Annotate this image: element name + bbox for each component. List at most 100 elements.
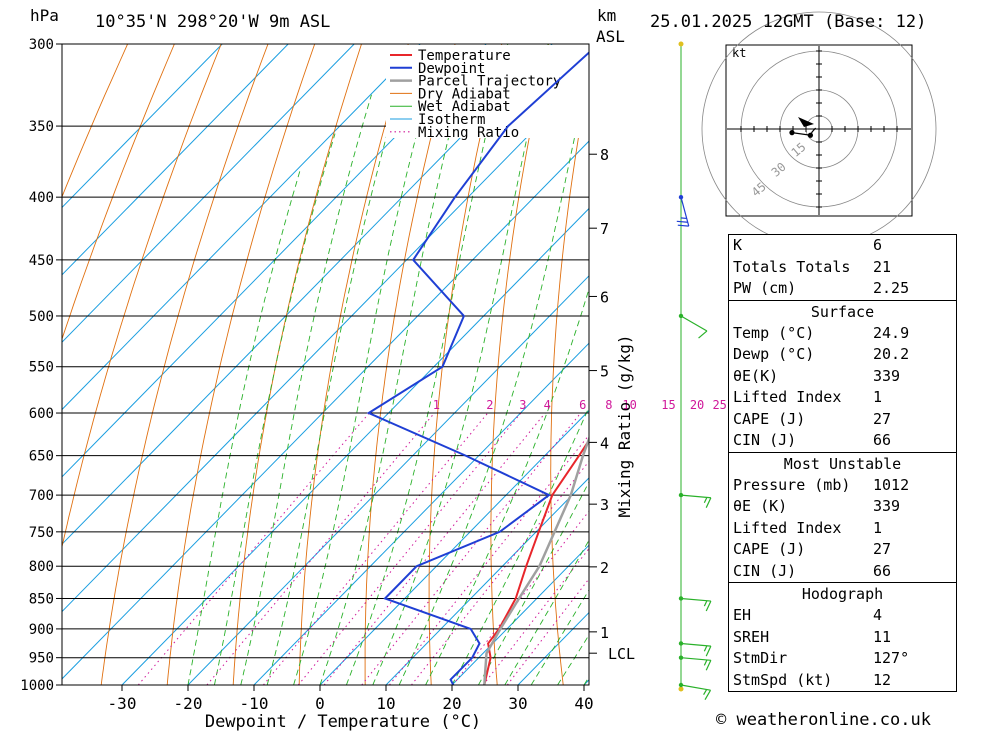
wind-barb-shaft	[680, 197, 690, 227]
km-tick-label: 1	[600, 624, 609, 642]
wind-barb-flag	[677, 224, 689, 227]
wind-barb-flag	[704, 689, 712, 701]
pressure-tick-label: 550	[29, 360, 54, 376]
wind-barb-half-flag	[703, 659, 708, 666]
temperature-line	[483, 438, 589, 685]
pressure-tick-label: 450	[29, 253, 54, 269]
legend-label: Dry Adiabat	[418, 86, 511, 102]
temperature-tick-label: -30	[108, 694, 137, 713]
pressure-tick-label: 850	[29, 591, 54, 607]
wind-barb-shaft	[680, 597, 711, 602]
wind-barb	[678, 596, 712, 612]
mixing-ratio-label: 6	[579, 398, 586, 412]
pressure-axis: 300 350 400 450 500 550 600 650 700 750 800 850 900 9…	[20, 37, 62, 694]
wet-adiabat-line	[187, 169, 301, 685]
km-tick-label: 8	[600, 146, 609, 164]
wind-barb-flag	[705, 660, 712, 671]
most-unstable-section: Most Unstable Pressure (mb) 1012 θE (K) 33…	[729, 451, 956, 583]
isotherm-line	[62, 44, 553, 545]
pressure-tick-label: 650	[29, 449, 54, 465]
mixing-ratio-line	[137, 412, 370, 685]
wind-barb	[678, 641, 712, 657]
dewpoint-line	[366, 51, 589, 685]
hodograph-point	[807, 132, 814, 138]
wind-profile	[676, 41, 712, 701]
legend-label: Isotherm	[418, 112, 485, 128]
asl-unit: ASL	[596, 27, 625, 46]
wind-barb-shaft	[680, 642, 711, 647]
wind-barb-half-flag	[703, 497, 708, 504]
pressure-tick-label: 1000	[20, 678, 54, 694]
isotherm-line	[319, 409, 589, 685]
isotherm-line	[121, 207, 589, 685]
mixing-ratio-label: 15	[661, 398, 675, 412]
km-unit: km	[597, 6, 617, 25]
mixing-ratio-label: 4	[544, 398, 551, 412]
totals-totals-row: Totals Totals 21	[733, 257, 892, 276]
isotherm-line	[385, 477, 589, 685]
wind-barb-half-flag	[703, 600, 708, 607]
most-unstable-title: Most Unstable	[783, 454, 902, 473]
dry-adiabat-line	[665, 44, 695, 685]
parcel-trajectory-line	[483, 435, 589, 685]
legend-label: Parcel Trajectory	[418, 74, 561, 90]
legend-label: Wet Adiabat	[418, 99, 511, 115]
storm-motion-arrow	[798, 117, 814, 127]
isotherm-line	[187, 275, 589, 685]
wind-barb-shaft	[680, 315, 708, 332]
isotherm-line	[62, 44, 289, 276]
temperature-tick-label: -20	[174, 694, 203, 713]
pressure-tick-label: 350	[29, 119, 54, 135]
wind-profile-bottom-marker	[678, 686, 684, 692]
wind-barb-flag	[705, 497, 712, 508]
wet-adiabat-line	[451, 406, 589, 685]
temperature-tick-label: 20	[442, 694, 461, 713]
wind-barb-shaft	[680, 494, 711, 499]
km-tick-label: 6	[600, 288, 609, 306]
dry-adiabat-line	[62, 44, 175, 341]
wet-adiabat-line	[398, 67, 589, 685]
isotherm-line	[451, 544, 589, 685]
pressure-tick-label: 700	[29, 488, 54, 504]
pw-row: PW (cm) 2.25	[733, 279, 910, 297]
surface-title: Surface	[810, 302, 875, 321]
hodograph-params-title: Hodograph	[801, 585, 884, 603]
isotherm-line	[62, 44, 223, 209]
dry-adiabat-line	[232, 44, 362, 685]
dry-adiabat-line	[970, 44, 1000, 685]
wind-barb	[678, 313, 708, 339]
isotherm-line	[62, 44, 421, 411]
wind-barb-half-flag	[703, 689, 708, 696]
km-tick-label: 5	[600, 363, 609, 381]
x-axis-label: Dewpoint / Temperature (°C)	[205, 712, 481, 732]
temperature-tick-label: 0	[315, 694, 325, 713]
temperature-tick-label: 10	[376, 694, 395, 713]
wet-adiabat-line	[240, 94, 372, 685]
lcl-label: LCL	[608, 645, 635, 663]
mixing-ratio-label: 10	[622, 398, 636, 412]
km-tick-label: 4	[600, 434, 609, 452]
isotherm-line	[62, 73, 589, 613]
wet-adiabat-line	[478, 481, 589, 685]
wind-barb-flag	[705, 645, 712, 657]
wind-barb-flag	[705, 600, 712, 612]
isotherm-line	[62, 44, 487, 478]
isotherm-line	[62, 44, 355, 343]
mixing-ratio-label: 2	[486, 398, 493, 412]
mixing-ratio-line	[206, 412, 435, 685]
hodograph-params-section: Hodograph EH 4 SREH 11 StmDir 127° StmSpd (…	[729, 582, 956, 691]
temperature-tick-label: -10	[240, 694, 269, 713]
legend-box	[386, 45, 589, 138]
km-tick-label: 7	[600, 220, 609, 238]
wind-barb-flag	[698, 330, 708, 339]
mixing-ratio-label: 20	[690, 398, 704, 412]
wind-barb	[678, 655, 712, 671]
pressure-tick-label: 300	[29, 37, 54, 53]
copyright[interactable]: © weatheronline.co.uk	[716, 710, 931, 730]
isotherm-line	[62, 140, 589, 680]
pressure-tick-label: 950	[29, 651, 54, 667]
surface-section: Surface Temp (°C) 24.9 Dewp (°C) 20.2 θE(K…	[729, 299, 956, 452]
